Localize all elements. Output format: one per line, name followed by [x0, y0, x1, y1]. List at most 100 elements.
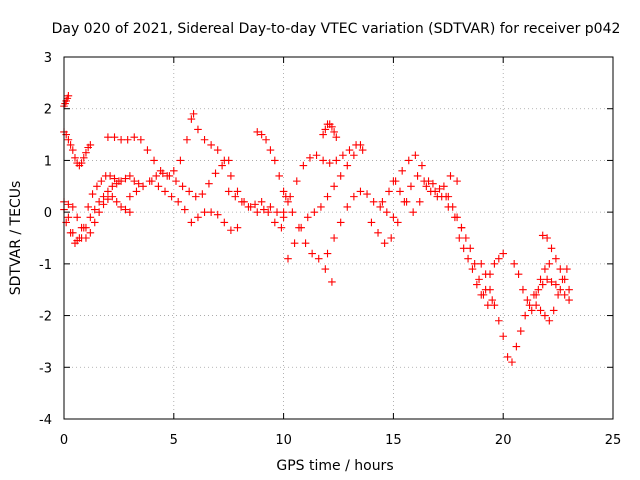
- data-point: [257, 198, 266, 206]
- data-point: [508, 358, 516, 366]
- data-point: [161, 187, 169, 196]
- data-point: [455, 234, 464, 242]
- data-point: [398, 166, 406, 175]
- series-arc-2: [60, 91, 73, 110]
- data-point: [200, 208, 209, 216]
- data-point: [198, 190, 207, 198]
- data-point: [389, 213, 398, 222]
- data-point: [409, 208, 417, 216]
- series-arc-18: [378, 151, 466, 232]
- data-point: [389, 177, 398, 185]
- data-point: [79, 223, 88, 232]
- data-point: [543, 275, 551, 284]
- data-point: [68, 146, 77, 154]
- data-point: [213, 146, 222, 154]
- data-point: [88, 190, 97, 198]
- data-point: [336, 172, 345, 180]
- data-point: [178, 182, 187, 191]
- series-arc-8: [148, 177, 242, 235]
- data-point: [244, 203, 253, 211]
- data-point: [332, 133, 341, 141]
- series-arc-25: [538, 231, 573, 294]
- y-tick-label: -3: [39, 361, 52, 376]
- x-tick-label: 5: [170, 433, 178, 448]
- data-point: [194, 213, 202, 222]
- data-point: [556, 285, 565, 294]
- x-tick-label: 20: [495, 433, 512, 448]
- grid-layer: [64, 57, 613, 419]
- data-point: [547, 244, 556, 253]
- data-point: [541, 311, 549, 320]
- data-point: [459, 244, 468, 253]
- series-arc-21: [455, 234, 507, 299]
- data-point: [231, 192, 240, 201]
- series-arc-20: [444, 192, 497, 310]
- data-point: [356, 187, 365, 196]
- data-point: [521, 311, 529, 320]
- data-point: [187, 115, 196, 123]
- data-point: [523, 296, 532, 304]
- x-axis-label: GPS time / hours: [276, 458, 393, 474]
- data-point: [218, 161, 226, 170]
- data-point: [534, 285, 543, 294]
- data-point: [532, 301, 540, 310]
- data-point: [435, 185, 444, 193]
- labels-layer: Day 020 of 2021, Sidereal Day-to-day VTE…: [8, 21, 620, 474]
- data-point: [86, 213, 95, 222]
- data-point: [95, 198, 103, 206]
- data-point: [446, 172, 455, 180]
- y-tick-label: 0: [44, 206, 52, 221]
- data-point: [422, 182, 431, 191]
- data-point: [510, 260, 518, 268]
- series-arc-13: [284, 141, 365, 263]
- data-point: [314, 254, 323, 263]
- data-point: [387, 234, 396, 242]
- data-point: [453, 177, 461, 185]
- data-point: [453, 213, 461, 222]
- data-point: [556, 265, 565, 273]
- data-point: [301, 239, 310, 247]
- x-tick-label: 0: [60, 433, 68, 448]
- y-tick-label: 2: [44, 103, 52, 118]
- data-point: [152, 172, 161, 180]
- data-point: [251, 200, 259, 209]
- data-point: [468, 265, 477, 273]
- data-point: [257, 130, 266, 139]
- data-point: [330, 128, 338, 136]
- data-point: [499, 249, 507, 258]
- data-point: [396, 187, 404, 196]
- data-point: [170, 166, 178, 175]
- data-point: [266, 203, 275, 211]
- data-point: [378, 198, 387, 206]
- series-arc-1: [60, 128, 95, 170]
- data-point: [139, 182, 147, 191]
- data-point: [126, 192, 134, 201]
- data-point: [64, 135, 73, 144]
- data-point: [134, 179, 143, 188]
- data-point: [271, 218, 279, 227]
- data-point: [82, 234, 90, 242]
- data-point: [260, 205, 268, 214]
- data-point: [308, 249, 316, 258]
- y-tick-label: 3: [44, 51, 52, 66]
- data-point: [481, 270, 490, 278]
- axes-layer: 0 5 10 15 20 25 -4 -3 -2 -1 0 1 2 3: [39, 51, 621, 448]
- data-point: [477, 260, 486, 268]
- data-point: [213, 210, 222, 219]
- data-points-layer: [60, 91, 573, 366]
- data-point: [132, 187, 141, 196]
- data-point: [328, 123, 336, 131]
- data-point: [99, 200, 108, 209]
- data-point: [538, 231, 547, 240]
- data-point: [137, 135, 145, 144]
- data-point: [317, 203, 325, 211]
- data-point: [332, 156, 341, 165]
- data-point: [130, 133, 139, 141]
- data-point: [319, 130, 327, 139]
- series-arc-24: [532, 265, 571, 325]
- data-point: [130, 177, 139, 185]
- data-point: [339, 151, 347, 160]
- data-point: [167, 192, 176, 201]
- data-point: [374, 229, 382, 237]
- data-point: [418, 161, 426, 170]
